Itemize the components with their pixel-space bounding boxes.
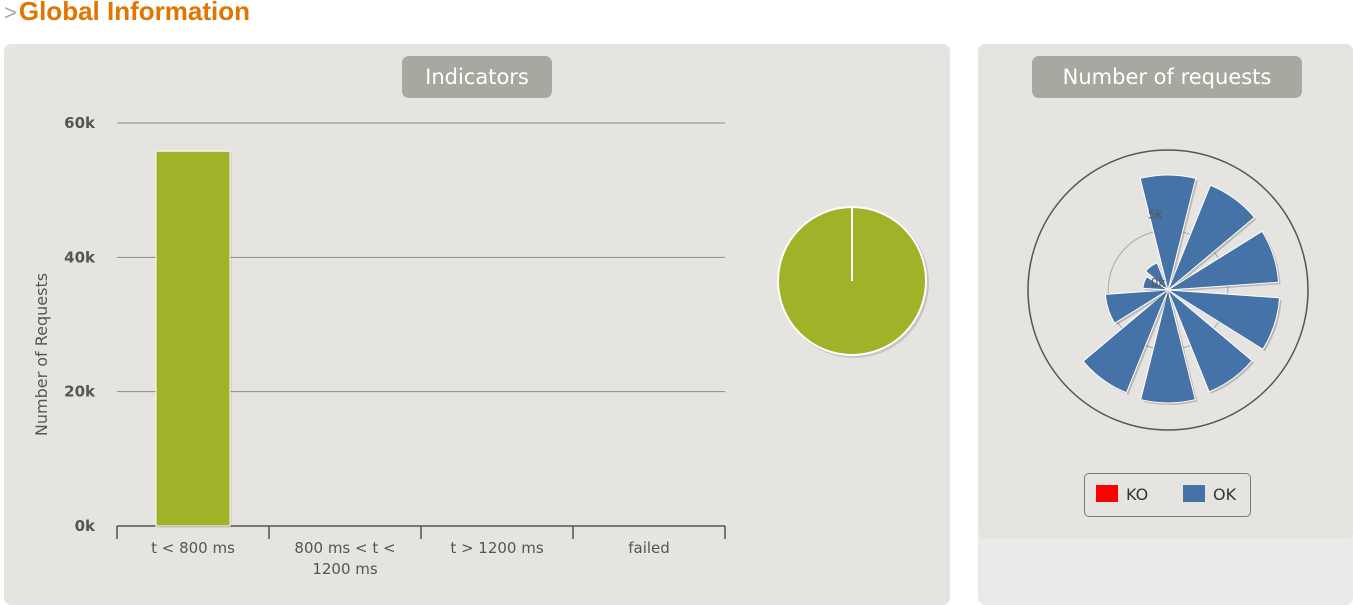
requests-panel: Number of requests 0k 5k KO OK: [978, 44, 1353, 539]
legend-label-ok: OK: [1213, 485, 1237, 504]
section-arrow: >: [4, 0, 17, 25]
legend-swatch-ok: [1183, 485, 1205, 502]
polar-bar: [1167, 289, 1253, 393]
polar-bar: [1140, 289, 1196, 404]
polar-bar: [1167, 184, 1256, 291]
x-tick-label: failed: [628, 539, 670, 557]
y-tick-label: 60k: [64, 114, 96, 132]
indicators-chart: 0k 20k 40k 60k Number of Requests t < 800 ms 8…: [32, 114, 929, 578]
polar-outer-circle: [1027, 149, 1309, 431]
polar-bar: [1142, 276, 1169, 291]
section-title-text: Global Information: [18, 0, 250, 26]
bar: [155, 150, 231, 527]
requests-panel-title: Number of requests: [1032, 56, 1302, 98]
indicators-panel-title: Indicators: [402, 56, 552, 98]
x-tick-label: t < 800 ms: [151, 539, 235, 557]
polar-bar: [1082, 289, 1169, 394]
polar-bar: [1167, 289, 1281, 350]
indicators-panel: Indicators 0k 20k 40k 60k Number of Requests…: [4, 44, 950, 605]
polar-tick-label: 5k: [1148, 208, 1163, 222]
requests-polar-chart: 0k 5k: [1027, 149, 1309, 431]
y-tick-label: 40k: [64, 248, 96, 266]
legend-swatch-ko: [1096, 485, 1118, 502]
chart-legend: KO OK: [1084, 473, 1251, 517]
x-tick-label: 800 ms < t <: [294, 539, 395, 557]
legend-label-ko: KO: [1126, 485, 1149, 504]
y-axis-label: Number of Requests: [32, 273, 51, 436]
y-tick-label: 20k: [64, 383, 96, 401]
polar-bar: [1167, 230, 1280, 291]
y-tick-label: 0k: [75, 517, 96, 535]
x-tick-label: 1200 ms: [312, 560, 378, 578]
polar-tick-label: 0k: [1151, 276, 1166, 290]
x-tick-label: t > 1200 ms: [450, 539, 544, 557]
polar-bar: [1139, 174, 1197, 291]
section-title: >Global Information: [4, 0, 250, 27]
polar-bar: [1104, 289, 1169, 324]
polar-bar: [1144, 262, 1169, 291]
